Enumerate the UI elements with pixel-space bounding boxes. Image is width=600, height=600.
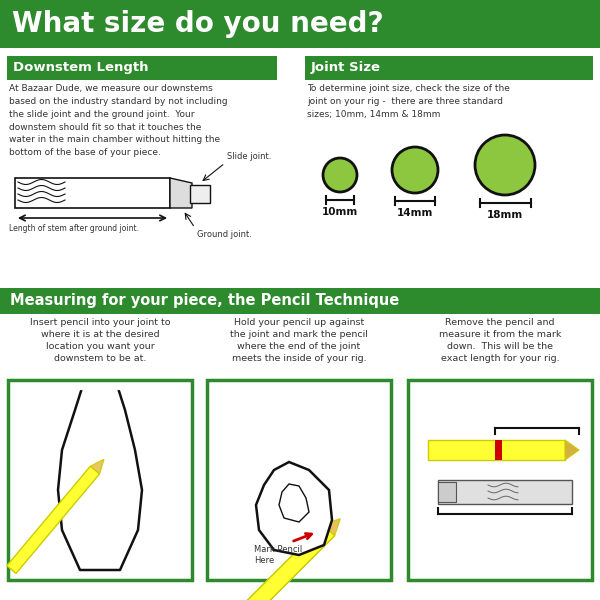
FancyBboxPatch shape [0,0,600,48]
Polygon shape [565,440,579,460]
Text: To determine joint size, check the size of the
joint on your rig -  there are th: To determine joint size, check the size … [307,84,510,119]
Text: 10mm: 10mm [322,207,358,217]
Polygon shape [210,524,335,600]
Text: Downstem Length: Downstem Length [13,61,149,74]
Circle shape [475,135,535,195]
FancyBboxPatch shape [7,56,277,80]
Text: Length of stem after ground joint.: Length of stem after ground joint. [9,224,139,233]
Text: At Bazaar Dude, we measure our downstems
based on the industry standard by not i: At Bazaar Dude, we measure our downstems… [9,84,227,157]
Text: Mark Pencil
Here: Mark Pencil Here [254,545,302,565]
Circle shape [392,147,438,193]
Polygon shape [91,459,104,474]
Text: 18mm: 18mm [487,210,523,220]
Circle shape [323,158,357,192]
Text: Ground joint.: Ground joint. [197,230,252,239]
FancyBboxPatch shape [15,178,170,208]
FancyBboxPatch shape [438,480,572,504]
Text: Hold your pencil up against
the joint and mark the pencil
where the end of the j: Hold your pencil up against the joint an… [230,318,368,364]
FancyBboxPatch shape [428,440,565,460]
Text: Joint Size: Joint Size [311,61,381,74]
Text: Measuring for your piece, the Pencil Technique: Measuring for your piece, the Pencil Tec… [10,293,399,308]
Polygon shape [7,466,100,574]
FancyBboxPatch shape [8,380,192,580]
Text: What size do you need?: What size do you need? [12,10,383,38]
Polygon shape [170,178,192,208]
FancyBboxPatch shape [495,440,502,460]
Polygon shape [210,524,335,600]
FancyBboxPatch shape [408,380,592,580]
FancyBboxPatch shape [0,288,600,314]
Text: Remove the pencil and
measure it from the mark
down.  This will be the
exact len: Remove the pencil and measure it from th… [439,318,561,364]
Text: 14mm: 14mm [397,208,433,218]
Polygon shape [323,518,340,536]
FancyBboxPatch shape [207,380,391,580]
Text: Insert pencil into your joint to
where it is at the desired
location you want yo: Insert pencil into your joint to where i… [30,318,170,364]
FancyBboxPatch shape [438,482,456,502]
Polygon shape [256,462,332,555]
FancyBboxPatch shape [190,185,210,203]
Polygon shape [279,484,309,522]
FancyBboxPatch shape [305,56,593,80]
Text: Slide joint.: Slide joint. [227,152,271,161]
